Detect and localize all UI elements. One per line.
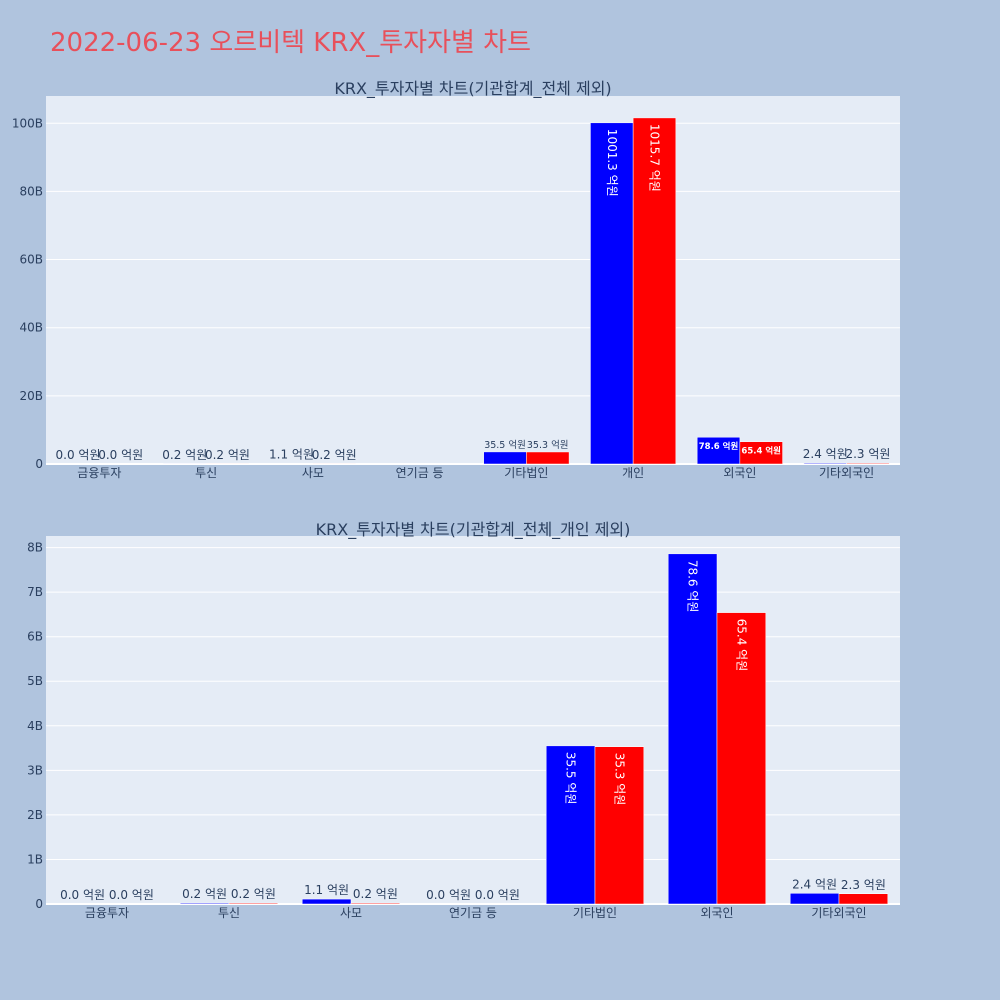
x-tick-label: 기타법인 <box>573 906 617 920</box>
bar <box>838 893 889 905</box>
chart-bottom: 0 1B 2B 3B 4B 5B 6B 7B 8B KRX_투자자별 차트(기관합계_전체_개인 … <box>27 520 900 920</box>
bar <box>632 117 677 465</box>
data-label: 78.6 억원 <box>686 560 700 613</box>
y-tick-label: 3B <box>27 763 43 777</box>
data-label: 1001.3 억원 <box>605 129 619 197</box>
y-tick-label: 60B <box>19 253 43 267</box>
bar <box>301 898 352 905</box>
x-tick-label: 연기금 등 <box>449 906 497 920</box>
data-label: 0.0 억원 <box>98 448 143 462</box>
y-tick-label: 40B <box>19 321 43 335</box>
data-label: 1.1 억원 <box>304 883 349 897</box>
x-tick-label: 사모 <box>302 466 324 480</box>
x-tick-label: 금융투자 <box>85 906 129 920</box>
bar <box>716 612 767 905</box>
data-label: 0.0 억원 <box>56 448 101 462</box>
x-tick-label: 기타외국인 <box>819 466 874 480</box>
x-tick-label: 기타외국인 <box>811 906 866 920</box>
data-label: 2.3 억원 <box>845 447 890 461</box>
chart-title: KRX_투자자별 차트(기관합계_전체 제외) <box>334 79 611 99</box>
data-label: 0.2 억원 <box>312 448 357 462</box>
bar <box>696 436 741 465</box>
bar <box>228 902 279 905</box>
data-label: 35.5 억원 <box>564 752 578 805</box>
y-tick-label: 100B <box>12 116 43 130</box>
data-label: 0.2 억원 <box>353 887 398 901</box>
bar <box>789 893 840 905</box>
data-label: 0.0 억원 <box>475 888 520 902</box>
bar <box>739 441 783 465</box>
data-label: 0.2 억원 <box>162 448 207 462</box>
bar <box>483 451 527 465</box>
bar <box>545 745 596 905</box>
data-label: 2.4 억원 <box>792 877 837 891</box>
bar <box>803 462 847 465</box>
y-tick-label: 1B <box>27 852 43 866</box>
data-label: 0.0 억원 <box>60 888 105 902</box>
page-title: 2022-06-23 오르비텍 KRX_투자자별 차트 <box>50 28 532 58</box>
data-label: 35.3 억원 <box>527 439 569 451</box>
data-label: 35.3 억원 <box>612 753 626 806</box>
x-tick-label: 연기금 등 <box>396 466 444 480</box>
y-tick-label: 4B <box>27 719 43 733</box>
chart-title: KRX_투자자별 차트(기관합계_전체_개인 제외) <box>316 520 631 540</box>
y-tick-label: 5B <box>27 674 43 688</box>
y-tick-label: 0 <box>35 897 43 911</box>
data-label: 35.5 억원 <box>484 439 526 451</box>
bar <box>179 902 230 905</box>
data-label: 65.4 억원 <box>734 619 748 672</box>
data-label: 0.2 억원 <box>182 887 227 901</box>
data-label: 2.4 억원 <box>803 447 848 461</box>
y-tick-label: 80B <box>19 184 43 198</box>
x-tick-label: 개인 <box>622 466 644 480</box>
y-tick-label: 20B <box>19 389 43 403</box>
bar <box>526 451 570 465</box>
bar <box>667 553 718 905</box>
data-label: 1.1 억원 <box>269 448 314 462</box>
y-tick-label: 6B <box>27 630 43 644</box>
bar <box>594 746 645 905</box>
bar <box>846 462 890 465</box>
y-tick-label: 0 <box>35 457 43 471</box>
x-tick-label: 투신 <box>218 906 240 920</box>
x-tick-label: 기타법인 <box>504 466 548 480</box>
x-tick-label: 금융투자 <box>77 466 121 480</box>
y-tick-label: 2B <box>27 808 43 822</box>
x-tick-label: 투신 <box>195 466 217 480</box>
x-tick-label: 외국인 <box>723 466 756 480</box>
data-label: 0.0 억원 <box>109 888 154 902</box>
plot-area <box>46 536 900 904</box>
data-label: 0.2 억원 <box>231 887 276 901</box>
x-tick-label: 외국인 <box>700 906 733 920</box>
data-label: 65.4 억원 <box>741 446 781 457</box>
x-tick-label: 사모 <box>340 906 362 920</box>
data-label: 1015.7 억원 <box>647 124 661 192</box>
y-tick-label: 7B <box>27 585 43 599</box>
bar <box>350 902 401 905</box>
plot-area <box>46 96 900 464</box>
data-label: 0.2 억원 <box>205 448 250 462</box>
y-tick-label: 8B <box>27 541 43 555</box>
data-label: 78.6 억원 <box>699 441 739 452</box>
data-label: 2.3 억원 <box>841 878 886 892</box>
chart-top: 0 20B 40B 60B 80B 100B KRX_투자자별 차트(기관합계_전체 제외)… <box>12 79 900 480</box>
data-label: 0.0 억원 <box>426 888 471 902</box>
